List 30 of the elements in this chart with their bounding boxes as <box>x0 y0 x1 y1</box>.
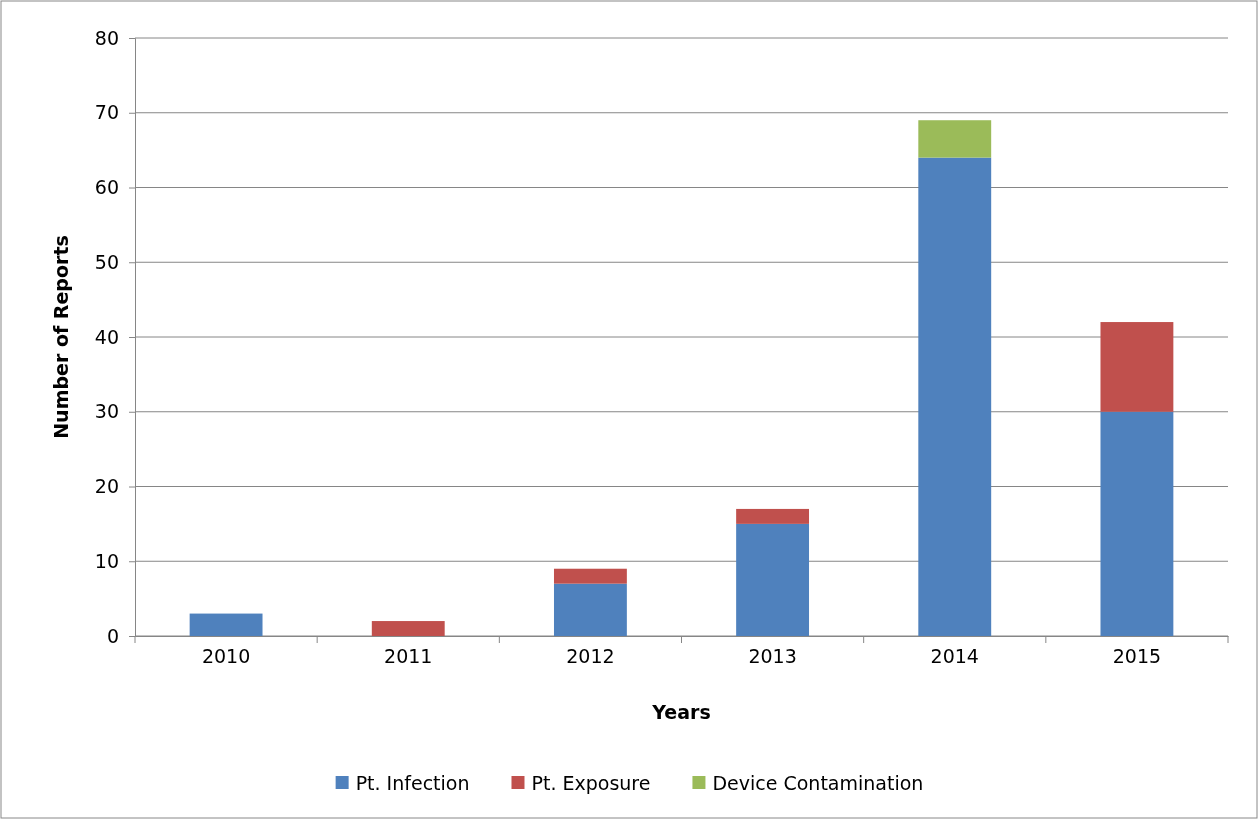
x-tick-label: 2015 <box>1112 645 1162 668</box>
legend-label: Pt. Exposure <box>531 771 651 794</box>
y-tick-label: 20 <box>94 475 119 498</box>
x-tick-label: 2012 <box>566 645 615 668</box>
bar <box>1100 322 1174 412</box>
legend-label: Pt. Infection <box>355 771 470 794</box>
x-tick-label: 2011 <box>384 645 433 668</box>
x-tick-label: 2014 <box>930 645 979 668</box>
y-axis-title: Number of Reports <box>50 235 72 439</box>
y-tick-label: 0 <box>106 624 119 647</box>
bar <box>553 568 627 584</box>
bar <box>553 583 627 636</box>
bar <box>189 613 263 636</box>
y-tick-label: 10 <box>94 549 119 572</box>
x-tick-label: 2010 <box>201 645 251 668</box>
x-tick-label: 2013 <box>748 645 797 668</box>
y-tick-label: 70 <box>94 101 119 124</box>
bar <box>736 523 810 636</box>
bar <box>371 621 445 636</box>
legend-label: Device Contamination <box>712 771 924 794</box>
y-tick-label: 60 <box>94 176 119 199</box>
y-tick-label: 80 <box>94 26 119 49</box>
bar <box>1100 411 1174 636</box>
y-tick-label: 40 <box>94 325 119 348</box>
bar <box>736 508 810 524</box>
x-axis-title: Years <box>651 701 711 723</box>
y-tick-label: 30 <box>94 400 119 423</box>
y-tick-label: 50 <box>94 250 119 273</box>
bar <box>918 157 992 636</box>
bar <box>918 120 992 158</box>
